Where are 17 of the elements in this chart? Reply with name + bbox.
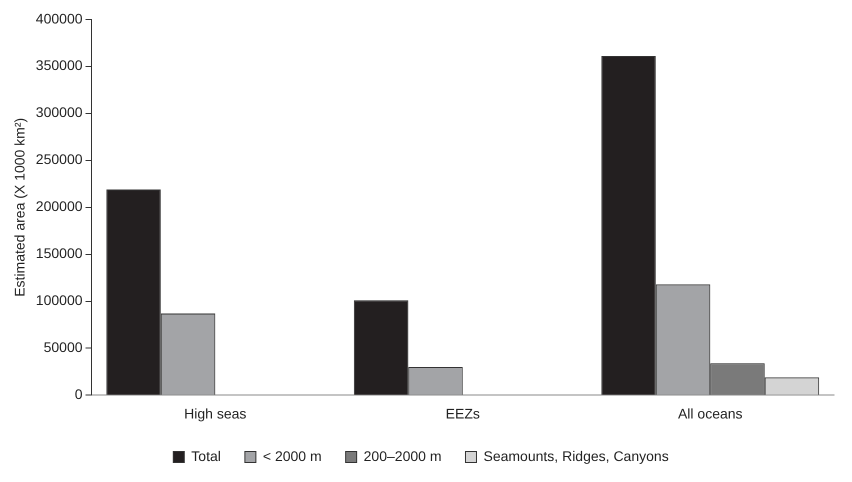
- y-axis-title: Estimated area (X 1000 km²): [11, 118, 28, 297]
- y-tick-label: 350000: [36, 57, 83, 74]
- legend-label: Seamounts, Ridges, Canyons: [483, 448, 669, 464]
- y-tick-label: 400000: [36, 10, 83, 26]
- y-tick-label: 50000: [44, 339, 83, 356]
- legend-label: Total: [191, 448, 221, 464]
- y-tick-label: 100000: [36, 292, 83, 308]
- x-tick-label: EEZs: [446, 405, 480, 422]
- y-tick-label: 150000: [36, 245, 83, 262]
- y-tick-label: 0: [74, 386, 83, 402]
- x-tick-label: All oceans: [678, 405, 743, 422]
- legend-label: < 2000 m: [262, 448, 322, 464]
- y-tick-label: 300000: [36, 104, 83, 120]
- x-tick-label: High seas: [184, 405, 246, 422]
- y-tick-label: 250000: [36, 151, 83, 168]
- y-tick-label: 200000: [36, 198, 83, 214]
- legend-label: 200–2000 m: [364, 448, 442, 464]
